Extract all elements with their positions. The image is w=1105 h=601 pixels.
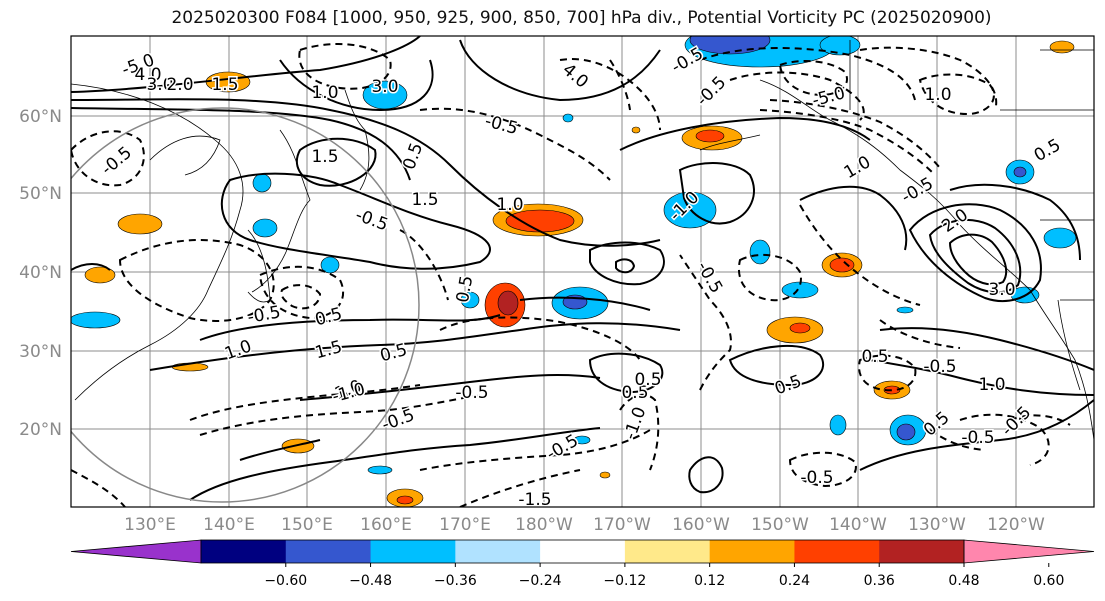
lon-label-150W: 150°W	[751, 515, 809, 535]
lat-label-40N: 40°N	[19, 263, 62, 283]
contour-label: -0.5	[961, 428, 994, 448]
latitude-labels: 60°N 50°N 40°N 30°N 20°N	[19, 107, 62, 440]
contour-label: 1.0	[311, 83, 338, 103]
colorbar-segment	[794, 540, 880, 563]
graticule	[71, 36, 1094, 507]
colorbar-tick-label: 0.60	[1033, 573, 1064, 589]
contour-label: 1.0	[496, 195, 523, 215]
contour-label: 4.0	[134, 65, 161, 85]
contour-label: -1.0	[330, 379, 367, 407]
lon-label-170E: 170°E	[439, 515, 491, 535]
lon-label-160W: 160°W	[672, 515, 730, 535]
lat-label-50N: 50°N	[19, 184, 62, 204]
colorbar-extend-high	[963, 539, 1095, 564]
colorbar-tick-label: 0.36	[864, 573, 895, 589]
colorbar-tick-label: −0.48	[349, 573, 392, 589]
colorbar-extend-low	[70, 539, 202, 564]
colorbar-segment	[370, 540, 456, 563]
contour-label: 3.0	[988, 280, 1015, 300]
colorbar-tick-label: −0.12	[603, 573, 646, 589]
colorbar-tick-label: −0.60	[264, 573, 307, 589]
contour-label: -0.5	[800, 468, 833, 488]
colorbar-segment	[540, 540, 626, 563]
contour-label: 0.5	[621, 383, 648, 403]
lon-label-150E: 150°E	[281, 515, 333, 535]
lon-label-130W: 130°W	[908, 515, 966, 535]
map-frame	[70, 35, 1095, 508]
colorbar-tick-label: −0.24	[519, 573, 562, 589]
colorbar-tick-label: 0.48	[948, 573, 979, 589]
colorbar-segment	[285, 540, 372, 563]
lon-label-170W: 170°W	[593, 515, 651, 535]
contour-label: 1.5	[211, 75, 238, 95]
colorbar-segment	[201, 540, 287, 563]
lat-label-30N: 30°N	[19, 342, 62, 362]
colorbar	[70, 539, 1095, 564]
contour-label: 0.5	[634, 370, 661, 390]
colorbar-ticks: −0.60 −0.48 −0.36 −0.24 −0.12 0.12 0.24 0.36 0.4…	[264, 563, 1064, 589]
colorbar-segment	[624, 540, 711, 563]
lat-label-20N: 20°N	[19, 420, 62, 440]
lon-label-160E: 160°E	[360, 515, 412, 535]
pv-shading	[71, 36, 1077, 507]
contour-label: 1.0	[978, 375, 1005, 395]
contour-label: 2.0	[166, 75, 193, 95]
lon-label-130E: 130°E	[124, 515, 176, 535]
contour-label: 1.0	[924, 85, 951, 105]
contour-label: -0.5	[923, 357, 956, 377]
colorbar-segment	[455, 540, 541, 563]
contour-label: 1.5	[311, 147, 338, 167]
contour-label: -0.5	[455, 383, 488, 403]
contour-label: -1.5	[518, 490, 551, 510]
contour-label: 0.5	[861, 347, 888, 367]
lat-label-60N: 60°N	[19, 107, 62, 127]
colorbar-tick-label: −0.36	[434, 573, 477, 589]
range-ring	[71, 107, 420, 503]
colorbar-segment	[879, 540, 965, 563]
colorbar-outline	[200, 539, 965, 564]
colorbar-tick-label: 0.12	[694, 573, 725, 589]
lon-label-180W: 180°W	[515, 515, 573, 535]
contour-label: 1.5	[411, 190, 438, 210]
colorbar-segment	[709, 540, 795, 563]
contour-label: 3.0	[146, 75, 173, 95]
map-title: 2025020300 F084 [1000, 950, 925, 900, 85…	[171, 8, 992, 28]
lon-label-120W: 120°W	[987, 515, 1045, 535]
colorbar-tick-label: 0.24	[779, 573, 810, 589]
positive-contours	[71, 36, 1094, 501]
contour-label: 3.0	[371, 77, 398, 97]
lon-label-140E: 140°E	[203, 515, 255, 535]
negative-contours	[71, 43, 1071, 507]
longitude-labels: 130°E 140°E 150°E 160°E 170°E 180°W 170°…	[124, 515, 1045, 535]
lon-label-140W: 140°W	[829, 515, 887, 535]
